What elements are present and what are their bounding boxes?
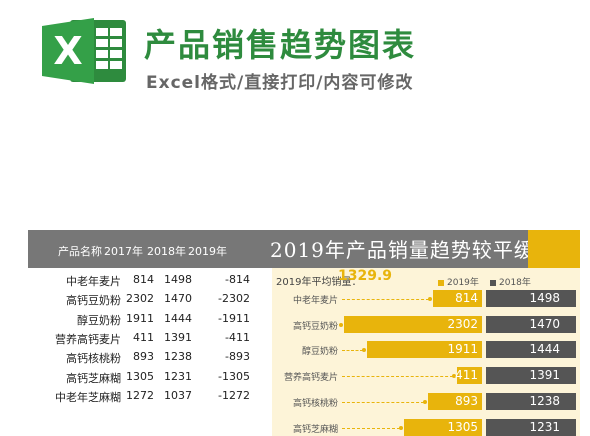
leader-line — [342, 299, 430, 300]
average-value: 1329.9 — [338, 268, 393, 284]
cell-2017: 2302 — [126, 292, 154, 306]
cell-2017: 1305 — [126, 369, 154, 383]
page-title: 产品销售趋势图表 — [144, 26, 417, 64]
bar-2018: 1231 — [486, 418, 576, 436]
column-header-name: 产品名称 — [58, 245, 102, 258]
category-label: 高钙核桃粉 — [292, 398, 338, 409]
table-row: 醇豆奶粉 1911 1444 -1911 — [28, 309, 264, 329]
leader-line — [342, 376, 454, 378]
bar-2018-value: 1391 — [529, 368, 560, 383]
accent-block — [528, 230, 580, 268]
cell-2017: 893 — [133, 350, 154, 364]
cell-2018: 1444 — [164, 311, 192, 325]
cell-2017: 1272 — [126, 388, 154, 402]
bar-2018: 1391 — [486, 367, 576, 385]
cell-2019: -1911 — [218, 311, 250, 325]
bar-2018-value: 1444 — [529, 342, 560, 357]
cell-2019: -2302 — [218, 292, 250, 306]
column-header-2019: 2019年 — [188, 245, 227, 258]
table-row: 高钙豆奶粉 2302 1470 -2302 — [28, 289, 264, 309]
cell-2019: -411 — [225, 330, 250, 344]
cell-2018: 1498 — [164, 273, 192, 286]
bar-2019: 2302 — [343, 315, 482, 333]
column-header-2017: 2017年 — [104, 245, 143, 258]
cell-2019: -1272 — [218, 388, 250, 402]
bar-2019: 893 — [428, 392, 482, 410]
category-label: 高钙芝麻糊 — [292, 424, 338, 435]
leader-line — [342, 350, 364, 352]
cell-2018: 1238 — [164, 350, 192, 364]
table-row: 营养高钙麦片 411 1391 -411 — [28, 328, 264, 348]
category-label: 高钙豆奶粉 — [292, 321, 338, 332]
bar-2019-value: 814 — [455, 291, 478, 305]
table-row: 中老年芝麻糊 1272 1037 -1272 — [28, 386, 264, 406]
bar-2018: 1444 — [486, 341, 576, 359]
cell-2017: 411 — [133, 330, 154, 344]
chart-title: 2019年产品销量趋势较平缓 — [270, 238, 535, 262]
legend-2019: 2019年 — [438, 275, 479, 288]
bar-2018-value: 1498 — [529, 291, 560, 305]
bar-2019: 814 — [433, 290, 482, 307]
bar-2019-value: 1911 — [447, 342, 478, 357]
bar-2018-value: 1231 — [529, 419, 560, 434]
average-label: 2019年平均销量： — [276, 277, 362, 288]
bar-2018-value: 1470 — [529, 316, 560, 331]
cell-2018: 1391 — [164, 330, 192, 344]
leader-dot — [362, 348, 367, 353]
cell-name: 高钙核桃粉 — [66, 352, 121, 366]
leader-line — [342, 401, 425, 403]
bar-2018-value: 1238 — [529, 393, 560, 408]
cell-name: 营养高钙麦片 — [55, 332, 121, 346]
legend-swatch-2018 — [490, 279, 496, 286]
excel-logo-icon: X — [42, 18, 126, 84]
cell-name: 中老年芝麻糊 — [55, 390, 121, 404]
bar-2018: 1498 — [486, 290, 576, 307]
table-row: 高钙芝麻糊 1305 1231 -1305 — [28, 367, 264, 387]
cell-2019: -1305 — [218, 369, 250, 383]
cell-2017: 814 — [133, 273, 154, 286]
table-row: 中老年麦片 814 1498 -814 — [28, 270, 264, 290]
table-header-bar — [28, 230, 580, 268]
leader-dot — [452, 374, 457, 379]
legend-2018: 2018年 — [490, 275, 531, 288]
cell-name: 醇豆奶粉 — [77, 313, 121, 327]
cell-name: 中老年麦片 — [66, 275, 121, 288]
bar-2019: 411 — [455, 367, 482, 385]
cell-2019: -893 — [225, 350, 250, 364]
category-label: 中老年麦片 — [292, 296, 338, 306]
logo-letter: X — [53, 29, 82, 73]
cell-2018: 1231 — [164, 369, 192, 383]
bar-2019: 1305 — [403, 418, 482, 436]
cell-2018: 1470 — [164, 292, 192, 306]
bar-2019-value: 2302 — [447, 316, 478, 331]
column-header-2018: 2018年 — [147, 245, 186, 258]
table-row: 高钙核桃粉 893 1238 -893 — [28, 347, 264, 367]
page-subtitle: Excel格式/直接打印/内容可修改 — [146, 73, 414, 93]
leader-line — [342, 427, 400, 429]
leader-dot — [398, 425, 403, 430]
category-label: 营养高钙麦片 — [283, 373, 338, 384]
cell-2018: 1037 — [164, 388, 192, 402]
cell-2019: -814 — [225, 273, 250, 286]
leader-dot — [423, 399, 428, 404]
category-label: 醇豆奶粉 — [301, 347, 338, 358]
bar-2018: 1238 — [486, 392, 576, 410]
bar-2019-value: 1305 — [447, 419, 478, 434]
legend-swatch-2019 — [438, 279, 444, 286]
cell-name: 高钙豆奶粉 — [66, 294, 121, 308]
bar-2019-value: 411 — [455, 368, 478, 383]
cell-2017: 1911 — [126, 311, 154, 325]
cell-name: 高钙芝麻糊 — [66, 371, 121, 385]
bar-2018: 1470 — [486, 315, 576, 333]
leader-dot — [338, 322, 343, 327]
bar-2019-value: 893 — [455, 393, 478, 408]
bar-2019: 1911 — [367, 341, 482, 359]
leader-dot — [428, 297, 433, 301]
